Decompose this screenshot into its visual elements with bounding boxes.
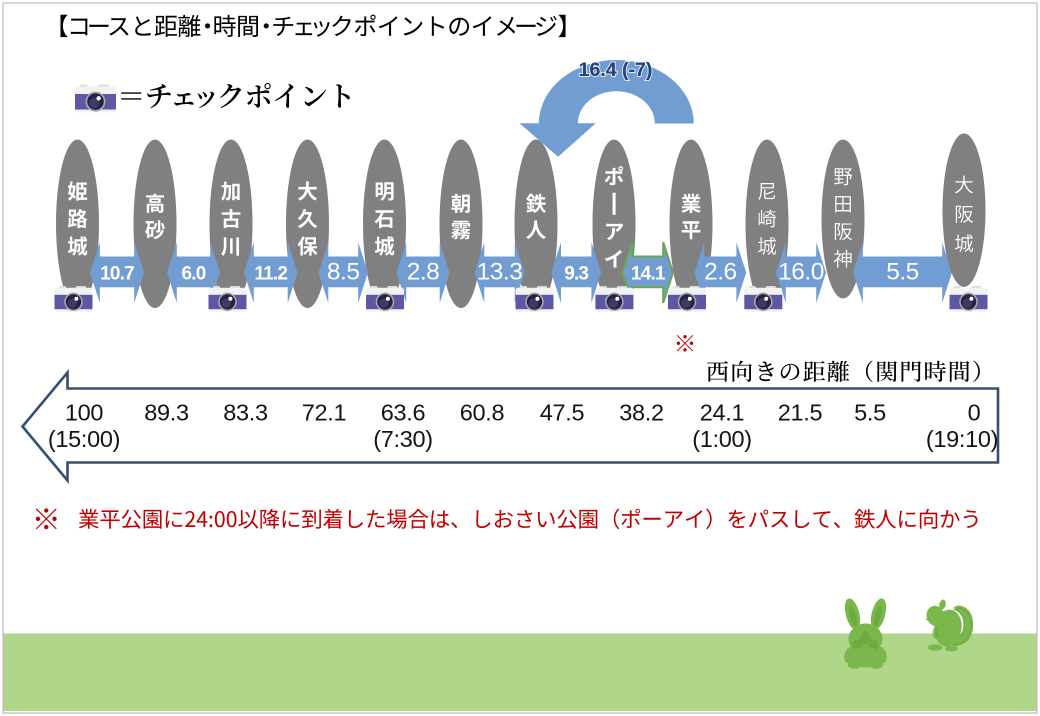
- svg-text:47.5: 47.5: [540, 400, 585, 426]
- svg-text:2.6: 2.6: [704, 259, 737, 286]
- svg-text:5.5: 5.5: [886, 259, 919, 286]
- svg-text:63.6: 63.6: [381, 400, 426, 426]
- svg-text:24.1: 24.1: [700, 400, 745, 426]
- svg-text:9.3: 9.3: [564, 264, 588, 285]
- svg-text:14.1: 14.1: [631, 264, 666, 285]
- svg-text:13.3: 13.3: [477, 259, 523, 286]
- svg-text:(19:10): (19:10): [926, 426, 998, 452]
- svg-text:8.5: 8.5: [327, 259, 360, 286]
- svg-text:(15:00): (15:00): [48, 426, 120, 452]
- svg-text:38.2: 38.2: [619, 400, 664, 426]
- svg-text:89.3: 89.3: [144, 400, 189, 426]
- svg-text:6.0: 6.0: [181, 264, 205, 285]
- svg-text:16.4 (-7): 16.4 (-7): [579, 59, 653, 81]
- svg-text:100: 100: [65, 400, 104, 426]
- svg-text:(7:30): (7:30): [373, 426, 433, 452]
- svg-text:60.8: 60.8: [460, 400, 505, 426]
- svg-text:2.8: 2.8: [407, 259, 440, 286]
- svg-text:21.5: 21.5: [778, 400, 823, 426]
- svg-text:(1:00): (1:00): [692, 426, 752, 452]
- svg-text:16.4 (-7): 16.4 (-7): [579, 59, 653, 81]
- svg-text:11.2: 11.2: [254, 264, 287, 285]
- svg-text:5.5: 5.5: [854, 400, 886, 426]
- svg-text:16.0: 16.0: [778, 259, 824, 286]
- svg-text:0: 0: [968, 400, 981, 426]
- svg-text:72.1: 72.1: [302, 400, 347, 426]
- svg-text:10.7: 10.7: [100, 264, 134, 285]
- svg-text:83.3: 83.3: [223, 400, 268, 426]
